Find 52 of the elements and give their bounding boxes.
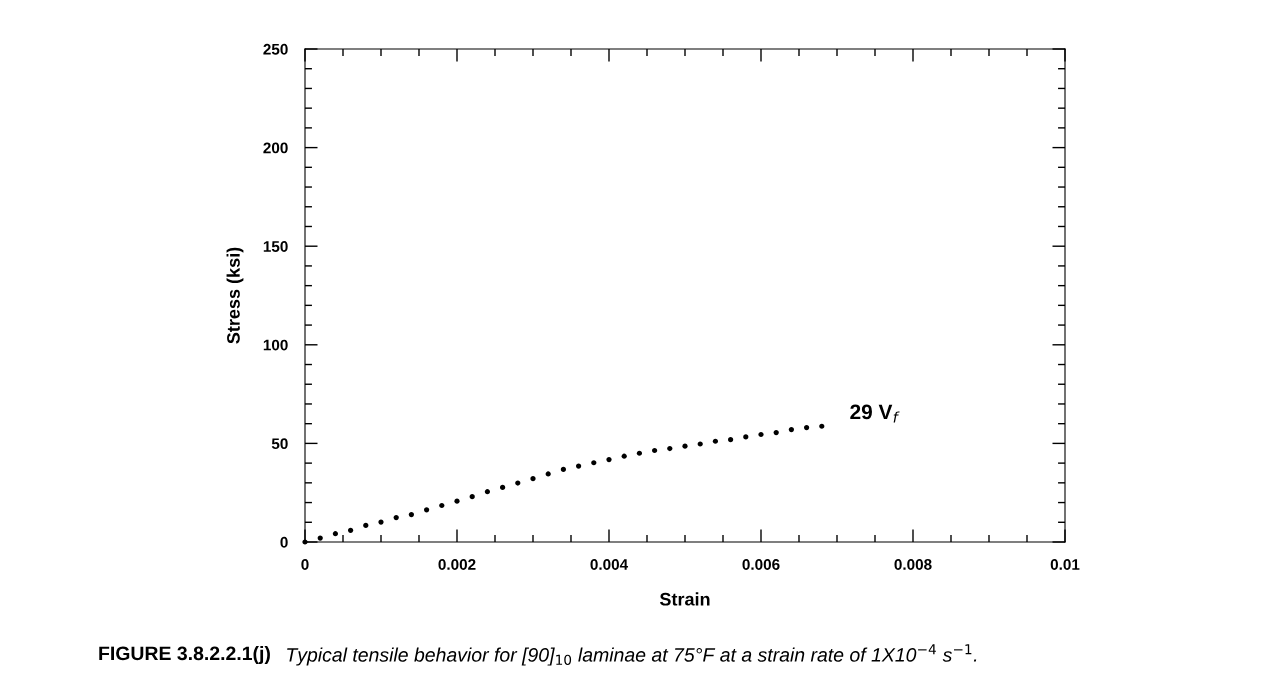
- point: [667, 445, 673, 452]
- point: [773, 429, 779, 436]
- point: [652, 447, 658, 454]
- y-tick-label: 50: [271, 438, 288, 450]
- point: [500, 484, 506, 490]
- point: [317, 535, 323, 541]
- point: [393, 514, 399, 521]
- point: [788, 427, 794, 433]
- point: [576, 463, 582, 469]
- point: [728, 437, 734, 443]
- point: [348, 527, 354, 533]
- point: [743, 434, 749, 440]
- point: [545, 471, 551, 477]
- x-tick-label: 0: [301, 559, 309, 570]
- point: [758, 431, 764, 438]
- point: [408, 511, 414, 518]
- point: [636, 450, 642, 456]
- point: [439, 502, 445, 509]
- point: [515, 480, 521, 486]
- text: Typical tensile behavior for [90]$_{10}$ laminae at 75°F at a strain rate of 1X10$^{−4}$ s$^{−1}$.: [287, 644, 977, 666]
- point: [484, 489, 490, 495]
- point: [530, 476, 536, 482]
- series-label: 29 V$_{f}$: [850, 404, 900, 423]
- point: [363, 522, 369, 529]
- y-tick-label: 100: [263, 339, 288, 351]
- point: [469, 494, 475, 500]
- y-tick-label: 0: [280, 536, 288, 548]
- y-axis-title: Stress (ksi): [226, 247, 244, 344]
- x-tick-label: 0.008: [894, 559, 932, 570]
- point: [560, 466, 566, 473]
- y-tick-label: 200: [263, 142, 288, 154]
- point: [454, 498, 460, 504]
- point: [819, 423, 825, 429]
- x-axis-title: Strain: [659, 592, 710, 606]
- point: [804, 425, 810, 431]
- point: [712, 438, 718, 444]
- point: [378, 519, 384, 525]
- point: [697, 441, 703, 447]
- point: [591, 460, 597, 466]
- point: [424, 507, 430, 513]
- y-tick-label: 250: [263, 43, 288, 55]
- point: [682, 443, 688, 449]
- point: [606, 456, 612, 463]
- x-tick-label: 0.002: [438, 559, 476, 570]
- point: [302, 539, 308, 545]
- point: [621, 453, 627, 459]
- x-tick-label: 0.01: [1050, 559, 1080, 570]
- x-tick-label: 0.006: [742, 559, 780, 570]
- x-tick-label: 0.004: [590, 559, 629, 570]
- caption: FIGURE 3.8.2.2.1(j): [99, 645, 270, 665]
- y-tick-label: 150: [263, 241, 288, 252]
- point: [332, 531, 338, 537]
